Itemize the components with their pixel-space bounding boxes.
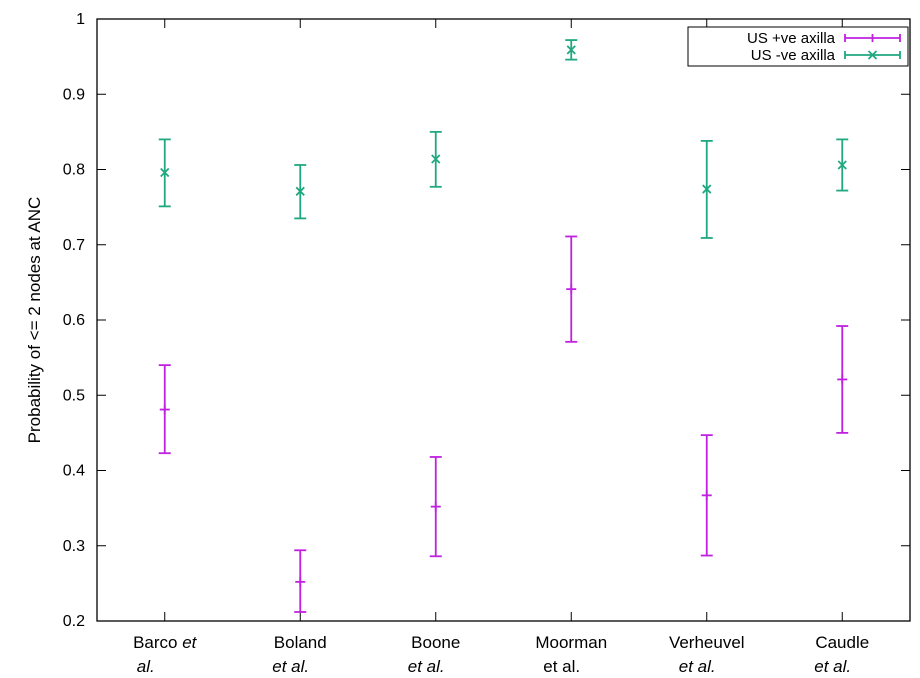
x-tick-label-part: Boland — [274, 633, 327, 652]
data-point — [837, 374, 848, 385]
y-tick-label: 0.4 — [63, 463, 85, 480]
y-tick-label: 0.9 — [63, 86, 85, 103]
x-tick-label-part: Verheuvel — [669, 633, 745, 652]
legend-marker — [867, 50, 878, 60]
y-tick-label: 0.7 — [63, 237, 85, 254]
x-tick-label-line2: al. — [137, 657, 155, 676]
plot-border — [96, 18, 911, 622]
x-marker-stroke — [702, 184, 712, 194]
x-tick-label-part: Caudle — [815, 633, 869, 652]
x-marker-stroke — [295, 186, 305, 196]
data-point — [837, 160, 847, 170]
x-tick-label: Verheuvel — [669, 633, 745, 652]
x-tick-label-line2: et al. — [543, 657, 580, 676]
y-tick-label: 0.6 — [63, 312, 85, 329]
data-point — [159, 404, 170, 415]
y-tick-label: 1 — [76, 11, 85, 28]
x-tick-label: Moorman — [535, 633, 607, 652]
data-point — [701, 490, 712, 501]
y-tick-label: 0.3 — [63, 538, 85, 555]
series-2 — [158, 39, 849, 239]
data-point — [295, 186, 305, 196]
x-tick-label-part: et — [182, 633, 197, 652]
y-axis: 0.2 0.3 0.4 0.5 0.6 0.7 0.8 0.9 1 — [63, 11, 910, 630]
x-tick-label-line2: et al. — [272, 657, 309, 676]
y-axis-label: Probability of <= 2 nodes at ANC — [25, 197, 44, 444]
x-tick-label-line2: et al. — [679, 657, 716, 676]
data-point — [295, 576, 306, 587]
data-point — [160, 167, 170, 178]
x-marker-stroke — [160, 167, 170, 178]
x-tick-label-part: Boone — [411, 633, 460, 652]
data-point — [430, 501, 441, 512]
x-axis: Barco et al. Boland et al. Boone et al. Moorma… — [133, 19, 869, 676]
data-point — [702, 184, 712, 194]
data-point — [431, 154, 441, 164]
x-tick-label: Barco et — [133, 633, 198, 652]
x-tick-label: Boone — [411, 633, 460, 652]
x-tick-label-part: Moorman — [535, 633, 607, 652]
data-point — [566, 45, 576, 55]
plot-frame — [96, 18, 911, 622]
x-tick-label-line2: et al. — [814, 657, 851, 676]
x-tick-label-line2: et al. — [408, 657, 445, 676]
series-layer — [158, 39, 849, 613]
x-tick-label: Boland — [274, 633, 327, 652]
series-1 — [158, 235, 849, 613]
legend-label: US -ve axilla — [751, 47, 836, 64]
x-tick-label: Caudle — [815, 633, 869, 652]
legend-box — [687, 26, 909, 67]
x-marker-stroke — [431, 154, 441, 164]
x-marker-stroke — [566, 45, 576, 55]
data-point — [566, 284, 577, 295]
y-tick-label: 0.8 — [63, 162, 85, 179]
x-tick-label-part: Barco — [133, 633, 182, 652]
y-tick-label: 0.5 — [63, 387, 85, 404]
x-marker-stroke — [837, 160, 847, 170]
y-tick-label: 0.2 — [63, 613, 85, 630]
legend-label: US +ve axilla — [747, 30, 836, 47]
